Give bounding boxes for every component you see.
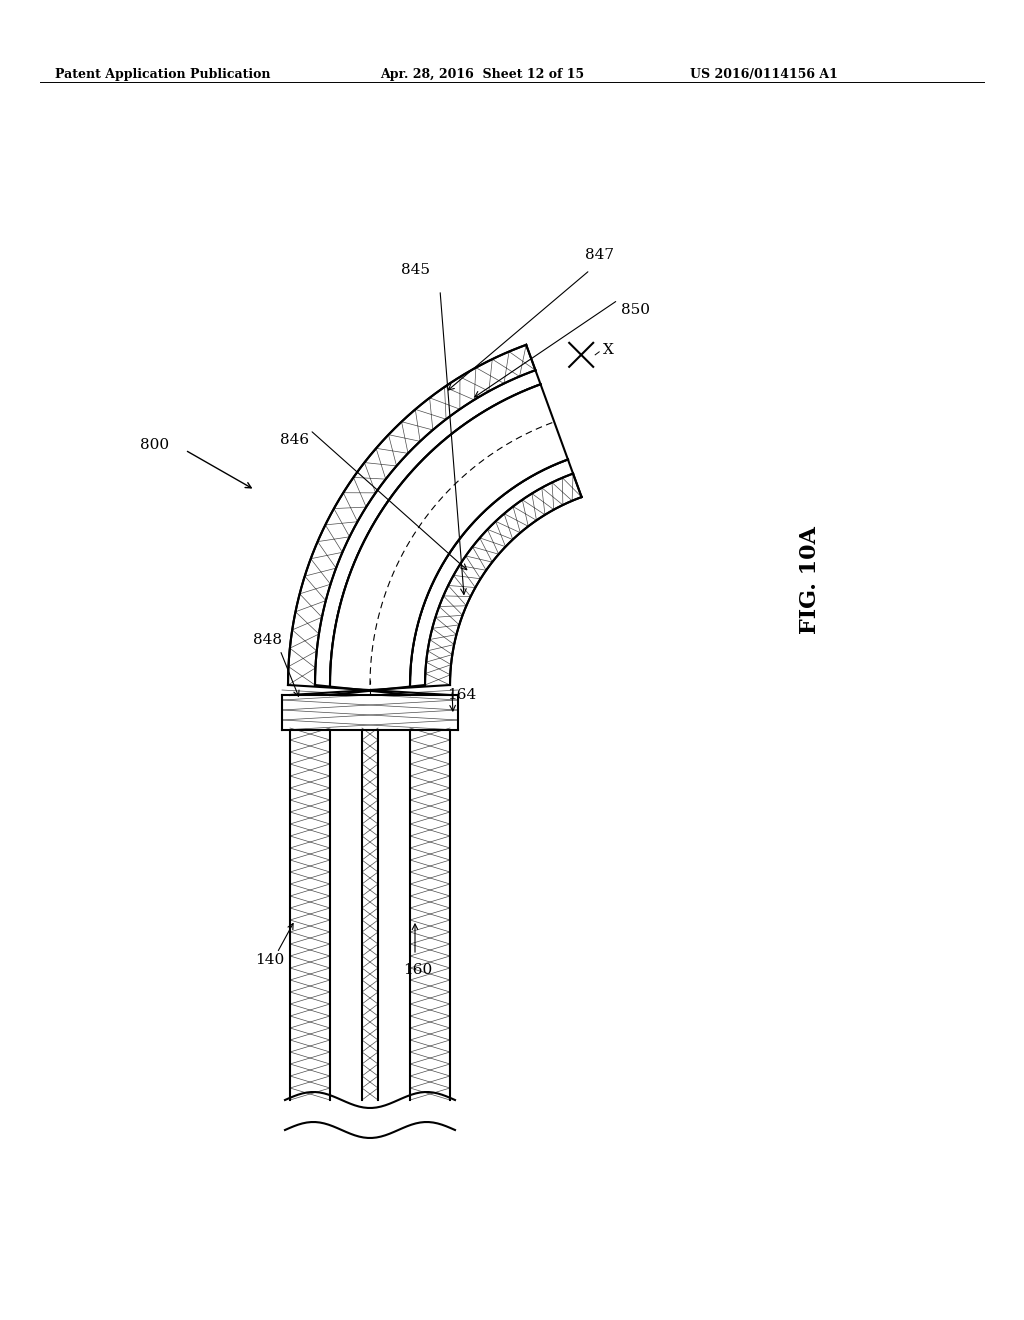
Text: Apr. 28, 2016  Sheet 12 of 15: Apr. 28, 2016 Sheet 12 of 15 bbox=[380, 69, 584, 81]
Text: 160: 160 bbox=[403, 964, 432, 977]
Text: Patent Application Publication: Patent Application Publication bbox=[55, 69, 270, 81]
Text: 164: 164 bbox=[447, 688, 476, 702]
Text: 850: 850 bbox=[621, 304, 649, 317]
Text: 800: 800 bbox=[140, 438, 170, 451]
Text: X: X bbox=[603, 343, 614, 356]
Text: US 2016/0114156 A1: US 2016/0114156 A1 bbox=[690, 69, 838, 81]
Text: 846: 846 bbox=[281, 433, 309, 447]
Text: 848: 848 bbox=[253, 634, 282, 647]
Text: 140: 140 bbox=[255, 953, 285, 968]
Polygon shape bbox=[330, 384, 568, 685]
Text: FIG. 10A: FIG. 10A bbox=[799, 527, 821, 634]
Text: 845: 845 bbox=[400, 263, 429, 277]
Text: 847: 847 bbox=[586, 248, 614, 261]
